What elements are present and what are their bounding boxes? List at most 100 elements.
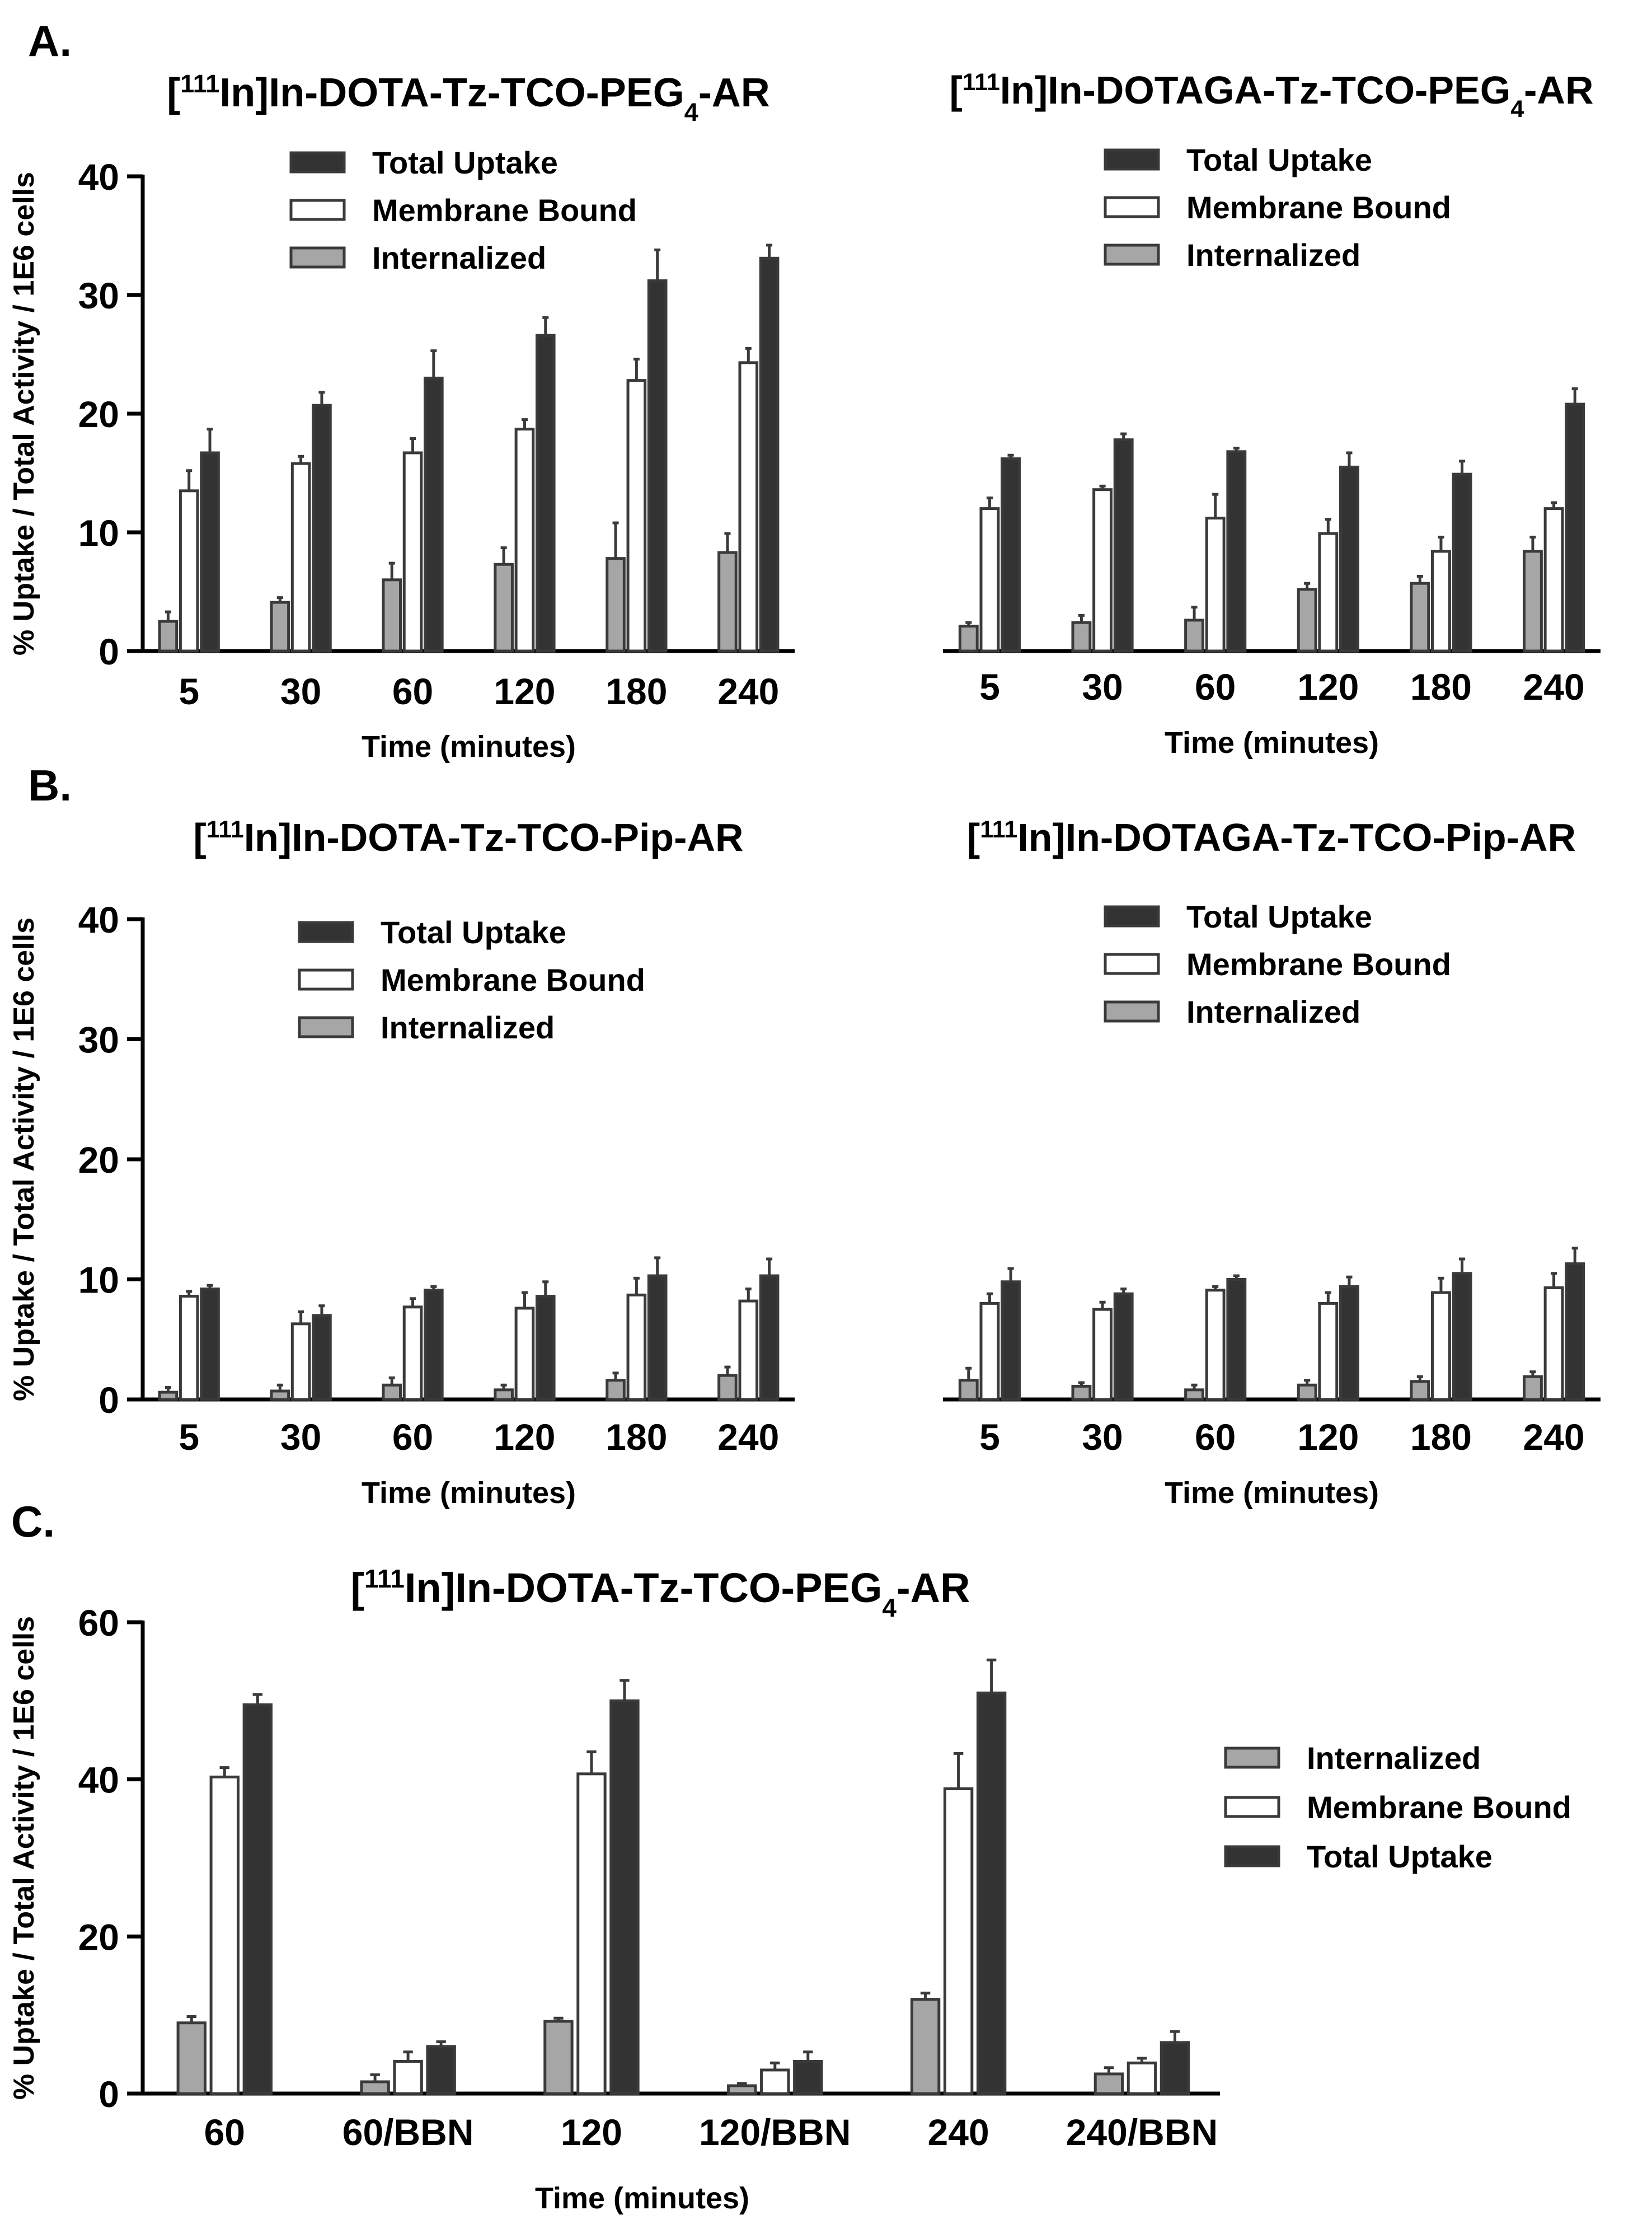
bar-internalized-60 — [382, 1383, 402, 1401]
legend-label-membrane-bound: Membrane Bound — [372, 193, 637, 228]
legend-swatch-internalized — [289, 246, 346, 269]
bar-total-uptake-240-bbn — [1160, 2041, 1190, 2095]
bar-internalized-120 — [1297, 1383, 1317, 1401]
legend-label-internalized: Internalized — [381, 1010, 555, 1045]
y-tick-label: 40 — [78, 156, 119, 198]
x-axis-title: Time (minutes) — [1165, 726, 1379, 760]
legend-swatch-total-uptake — [1224, 1845, 1280, 1867]
legend-label-internalized: Internalized — [372, 240, 546, 275]
bar-internalized-240 — [717, 551, 738, 653]
bar-membrane-bound-240 — [738, 1299, 759, 1401]
bar-total-uptake-60 — [424, 376, 444, 653]
title-tail: -AR — [897, 1565, 970, 1611]
bar-membrane-bound-120 — [514, 428, 535, 653]
x-tick-label: 120 — [494, 1416, 555, 1458]
x-tick-label: 240 — [1523, 1416, 1585, 1458]
bar-membrane-bound-180 — [626, 1293, 647, 1401]
bar-internalized-240 — [717, 1374, 738, 1401]
y-tick-label: 0 — [98, 2073, 119, 2115]
x-tick-label: 240 — [1523, 666, 1585, 708]
x-tick-label: 120/BBN — [699, 2111, 851, 2153]
bar-total-uptake-120 — [1339, 465, 1359, 653]
legend-label-internalized: Internalized — [1186, 237, 1360, 273]
bar-internalized-5 — [158, 620, 179, 653]
x-tick-label: 120 — [561, 2111, 622, 2153]
bar-internalized-240 — [1523, 550, 1543, 653]
bar-total-uptake-60 — [1226, 1278, 1247, 1401]
y-tick-label: 20 — [78, 1139, 119, 1181]
bar-internalized-60 — [1184, 619, 1204, 653]
bar-total-uptake-180 — [1452, 472, 1472, 653]
x-tick-label: 180 — [1410, 1416, 1472, 1458]
bar-total-uptake-60 — [424, 1289, 444, 1401]
y-axis-title: % Uptake / Total Activity / 1E6 cells — [8, 917, 40, 1401]
x-axis-title: Time (minutes) — [362, 730, 576, 764]
x-tick-label: 60 — [392, 1416, 433, 1458]
bar-internalized-5 — [958, 1379, 979, 1401]
legend-label-total-uptake: Total Uptake — [1186, 142, 1372, 177]
x-tick-label: 60 — [1195, 1416, 1236, 1458]
bar-internalized-30 — [1071, 621, 1092, 653]
chart-4: [111In]In-DOTAGA-Tz-TCO-Pip-AR 5 30 60 120 18… — [943, 816, 1601, 1510]
bar-internalized-60 — [382, 578, 402, 653]
legend-label-total-uptake: Total Uptake — [1186, 899, 1372, 934]
legend-swatch-membrane-bound — [298, 968, 354, 991]
y-tick-label: 20 — [78, 1916, 119, 1958]
chart-title: [111In]In-DOTA-Tz-TCO-Pip-AR — [193, 816, 743, 859]
x-axis-title: Time (minutes) — [535, 2181, 749, 2215]
legend-swatch-internalized — [1104, 244, 1160, 266]
bar-internalized-180 — [1410, 1380, 1430, 1401]
bar-membrane-bound-30 — [1092, 488, 1113, 653]
x-tick-label: 240 — [928, 2111, 989, 2153]
x-tick-label: 180 — [606, 671, 667, 712]
bar-membrane-bound-5 — [979, 507, 1000, 653]
bar-membrane-bound-240 — [1543, 1286, 1564, 1401]
bar-total-uptake-60 — [1226, 450, 1247, 653]
panel-label-c: C. — [11, 1497, 55, 1546]
panel-label-b: B. — [28, 761, 72, 810]
legend-swatch-membrane-bound — [289, 199, 346, 221]
y-axis-title: % Uptake / Total Activity / 1E6 cells — [8, 172, 40, 656]
bar-total-uptake-120 — [535, 334, 556, 653]
title-superscript: 111 — [980, 816, 1017, 843]
bar-internalized-180 — [1410, 582, 1430, 653]
y-axis-title: % Uptake / Total Activity / 1E6 cells — [8, 1616, 40, 2100]
legend-swatch-total-uptake — [298, 921, 354, 943]
bar-total-uptake-30 — [1113, 1292, 1134, 1401]
x-tick-label: 30 — [1082, 666, 1123, 708]
chart-title: [111In]In-DOTA-Tz-TCO-PEG4-AR — [167, 69, 770, 127]
legend-label-total-uptake: Total Uptake — [372, 145, 558, 180]
x-tick-label: 240 — [717, 1416, 779, 1458]
title-main: In]In-DOTA-Tz-TCO-PEG — [405, 1565, 883, 1611]
bar-internalized-180 — [606, 557, 626, 653]
bar-membrane-bound-120 — [514, 1307, 535, 1401]
bar-membrane-bound-180 — [626, 379, 647, 653]
bar-total-uptake-240 — [1565, 402, 1585, 653]
bar-membrane-bound-30 — [1092, 1308, 1113, 1401]
x-tick-label: 180 — [1410, 666, 1472, 708]
bar-membrane-bound-30 — [290, 1322, 311, 1401]
y-tick-label: 60 — [78, 1602, 119, 1644]
bar-membrane-bound-240 — [943, 1787, 974, 2095]
x-tick-label: 60 — [392, 671, 433, 712]
legend-swatch-total-uptake — [1104, 148, 1160, 171]
bar-total-uptake-240 — [759, 256, 780, 653]
x-tick-label: 60 — [1195, 666, 1236, 708]
bar-total-uptake-180 — [1452, 1272, 1472, 1401]
title-subscript: 4 — [684, 98, 698, 127]
bar-total-uptake-240 — [759, 1274, 780, 1401]
bar-total-uptake-30 — [1113, 438, 1134, 653]
x-axis-title: Time (minutes) — [1165, 1476, 1379, 1510]
bar-internalized-120 — [1297, 588, 1317, 653]
title-main: In]In-DOTA-Tz-TCO-Pip-AR — [244, 816, 744, 859]
chart-3: [111In]In-DOTA-Tz-TCO-Pip-AR 0 10 20 30 40 % U… — [8, 816, 795, 1510]
bar-total-uptake-5 — [200, 451, 220, 653]
title-tail: -AR — [698, 71, 770, 115]
panel-label-a: A. — [28, 16, 72, 65]
title-tail: -AR — [1524, 68, 1593, 112]
bar-total-uptake-240 — [1565, 1262, 1585, 1401]
bar-membrane-bound-60 — [209, 1775, 240, 2095]
bar-membrane-bound-240 — [738, 361, 759, 653]
bar-internalized-240 — [1523, 1375, 1543, 1401]
